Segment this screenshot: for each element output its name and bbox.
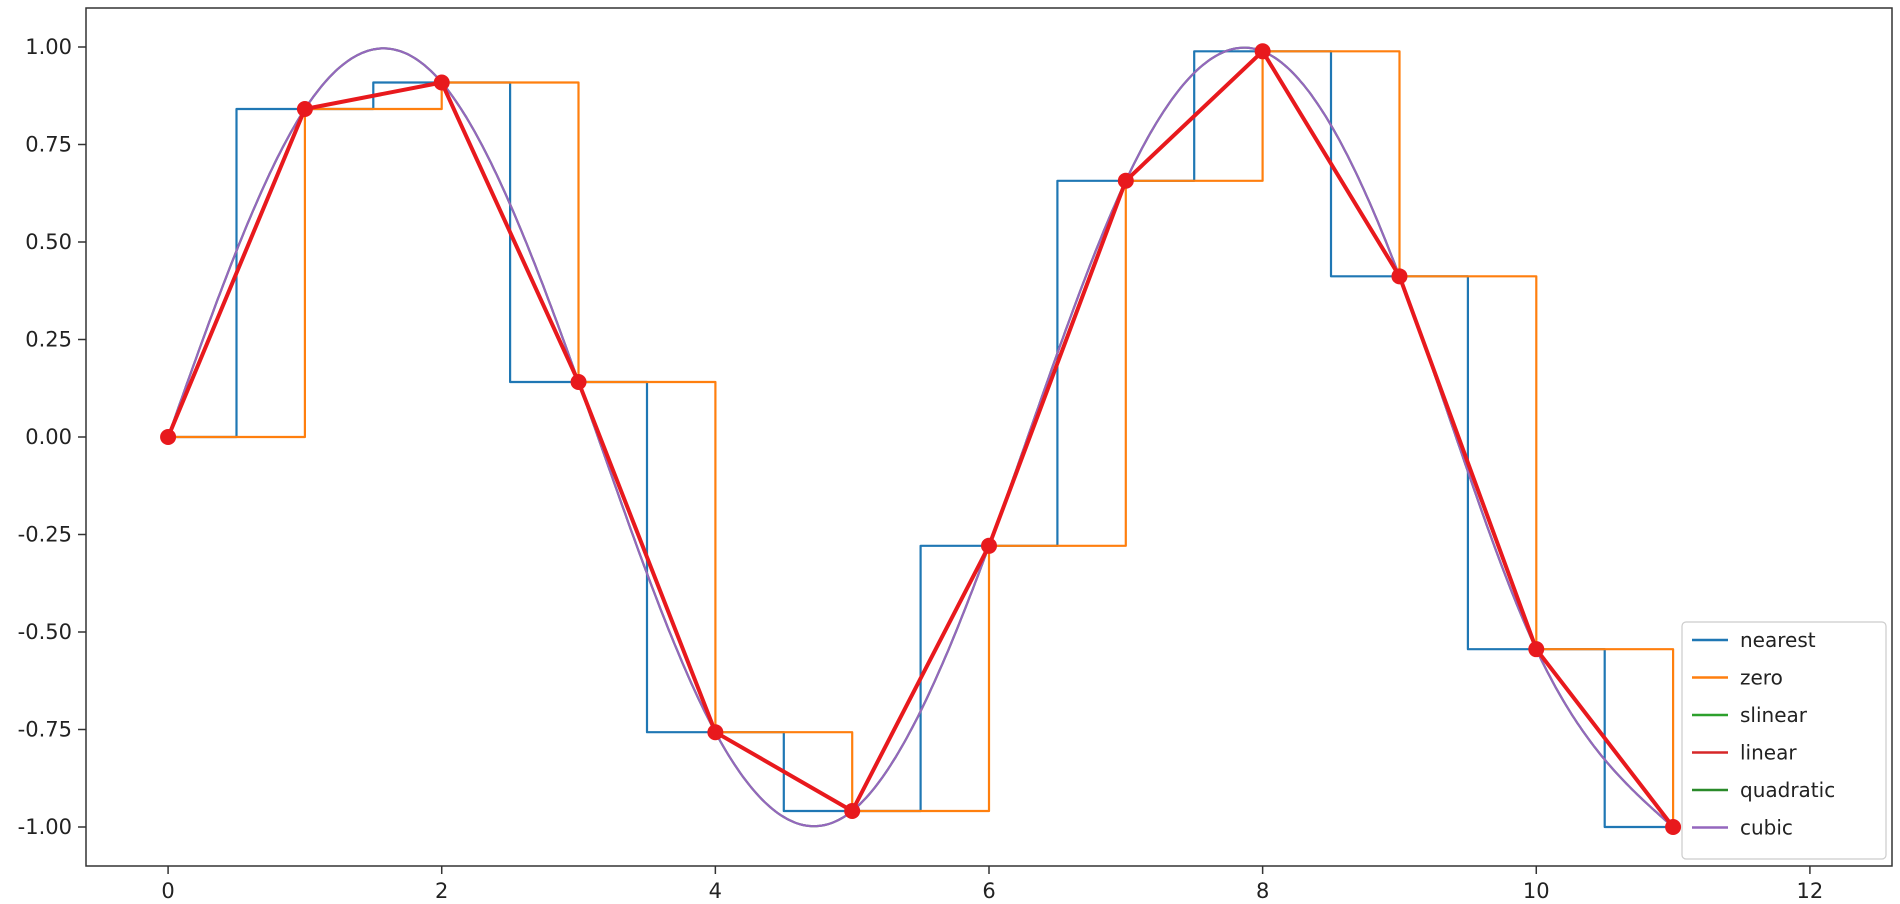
sample-line [166,49,1675,829]
series-lines [166,46,1675,829]
sample-point [160,429,177,445]
series-line-zero [168,50,1675,827]
y-tick-label: 0.25 [25,328,72,352]
x-tick-label: 8 [1256,879,1269,903]
y-tick-label: 0.75 [25,133,72,157]
sample-point [1665,819,1682,835]
sample-point [981,537,997,554]
y-tick-label: -0.75 [18,718,72,742]
x-tick-label: 6 [982,879,995,903]
sample-point [570,374,587,391]
sample-point [1254,43,1271,60]
y-tick-label: 0.00 [25,425,72,449]
sample-point [844,803,861,820]
x-tick-label: 2 [435,879,448,903]
y-tick-label: -0.25 [18,523,72,547]
legend: nearest zero slinear linear quadratic cubic [1681,621,1887,860]
x-tick-label: 0 [161,879,174,903]
y-tick-label: -1.00 [18,815,72,839]
legend-label-zero: zero [1740,666,1783,690]
x-tick-label: 10 [1523,879,1550,903]
legend-label-quadratic: quadratic [1740,778,1835,802]
sample-point [296,101,313,118]
sample-markers [160,43,1682,835]
sample-point [707,724,724,741]
y-tick-label: -0.50 [18,620,72,644]
x-tick-label: 12 [1797,879,1824,903]
legend-label-slinear: slinear [1740,703,1808,727]
sample-point [1528,641,1545,658]
legend-label-linear: linear [1740,741,1797,765]
y-tick-label: 0.50 [25,230,72,254]
sample-point [1117,172,1134,189]
sample-point [433,74,450,91]
legend-box [1681,621,1887,860]
y-tick-label: 1.00 [25,35,72,59]
legend-label-cubic: cubic [1740,816,1793,840]
sample-point [1391,268,1408,285]
axes-ticks: 0 2 4 6 8 10 12 1.00 0.75 0.50 0.25 0.00 -0.25 -0.50 -… [18,35,1824,903]
x-tick-label: 4 [709,879,722,903]
legend-label-nearest: nearest [1740,628,1816,652]
